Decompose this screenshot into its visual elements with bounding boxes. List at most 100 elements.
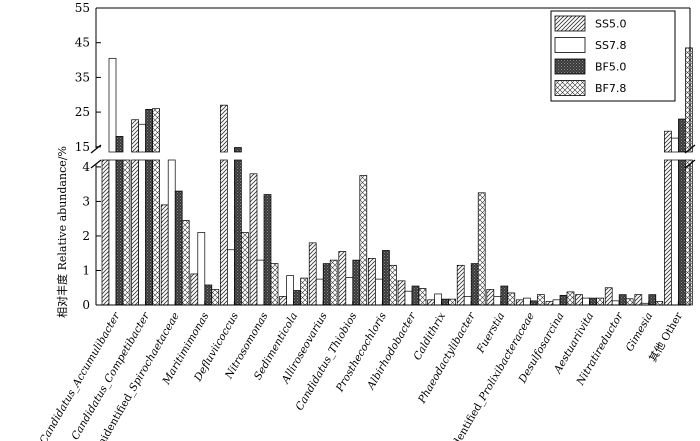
bar-BF5.0-19	[678, 159, 686, 306]
bar-SS5.0-14	[516, 299, 524, 306]
plot-upper-panel	[108, 47, 693, 153]
bar-BF5.0-15	[559, 294, 568, 306]
y-tick-label: 35	[75, 70, 90, 84]
bar-SS5.0-5	[249, 173, 258, 306]
bar-BF5.0-14	[530, 300, 538, 306]
bar-BF5.0-17	[618, 294, 627, 306]
bar-BF5.0-6	[293, 290, 301, 306]
bar-BF5.0-7	[322, 263, 331, 306]
bar-SS5.0-0	[101, 159, 110, 306]
bar-SS5.0-8	[338, 251, 347, 306]
bar-BF5.0-5	[263, 194, 272, 306]
bar-SS5.0-6	[279, 296, 287, 306]
y-tick-label: 3	[82, 194, 90, 208]
bar-SS7.8-12	[463, 296, 472, 306]
legend: SS5.0 SS7.8 BF5.0 BF7.8	[550, 10, 676, 102]
bar-SS5.0-2	[160, 204, 169, 306]
bar-SS5.0-17	[604, 287, 613, 306]
legend-label-BF5.0: BF5.0	[595, 61, 626, 74]
legend-swatch-BF5.0	[554, 58, 586, 75]
bar-SS5.0-11	[427, 299, 435, 306]
bar-BF5.0-3	[204, 284, 213, 306]
bar-BF5.0-0	[115, 159, 124, 306]
bar-BF7.8-13	[507, 292, 516, 306]
y-axis-label: 相对丰度 Relative abundance/%	[55, 146, 69, 318]
bar-upper-SS7.8-1	[138, 123, 146, 153]
bar-BF5.0-10	[411, 285, 420, 306]
bar-BF7.8-15	[566, 291, 575, 306]
y-tick-label: 2	[82, 229, 90, 243]
bar-SS5.0-10	[397, 280, 406, 306]
bar-BF7.8-3	[211, 289, 220, 306]
y-tick-label: 45	[75, 36, 90, 50]
bar-SS5.0-19	[664, 159, 672, 306]
bar-BF7.8-1	[152, 159, 160, 306]
legend-label-BF7.8: BF7.8	[595, 82, 626, 95]
bar-BF7.8-4	[241, 232, 249, 306]
bar-SS7.8-1	[138, 159, 146, 306]
bar-SS7.8-2	[167, 159, 176, 306]
bar-SS7.8-3	[197, 232, 206, 306]
bar-SS5.0-15	[545, 301, 554, 306]
bar-upper-BF5.0-1	[145, 108, 153, 153]
bar-SS5.0-7	[308, 242, 317, 306]
legend-swatch-BF7.8	[554, 80, 586, 96]
bar-SS5.0-13	[486, 289, 495, 306]
bar-SS7.8-11	[434, 293, 442, 306]
x-tick-label: Gimesia	[624, 311, 656, 354]
bar-SS7.8-19	[671, 159, 679, 306]
bar-SS5.0-18	[634, 294, 643, 306]
bar-SS7.8-16	[582, 297, 590, 306]
bar-upper-BF7.8-19	[685, 47, 693, 153]
bar-BF7.8-5	[270, 263, 279, 306]
axes: 0 1 2 3 4 15 25 35 45 55	[75, 1, 696, 312]
bar-upper-SS5.0-1	[131, 119, 139, 153]
bar-SS5.0-4	[220, 159, 228, 306]
bar-SS7.8-13	[493, 296, 502, 306]
bar-BF7.8-19	[685, 159, 693, 306]
y-tick-label: 15	[75, 140, 90, 154]
bar-upper-SS7.8-0	[108, 57, 117, 153]
y-tick-label: 55	[75, 1, 90, 15]
bar-BF7.8-2	[181, 220, 190, 306]
bar-BF5.0-12	[470, 263, 479, 306]
bar-BF7.8-11	[448, 298, 456, 306]
y-tick-label: 4	[82, 160, 90, 174]
legend-swatch-SS5.0	[554, 15, 586, 32]
legend-label-SS5.0: SS5.0	[595, 18, 626, 31]
bar-BF7.8-7	[329, 259, 338, 306]
bar-upper-BF7.8-1	[152, 108, 160, 153]
bar-BF5.0-9	[382, 250, 390, 306]
bar-SS5.0-16	[575, 294, 583, 306]
bar-BF7.8-16	[596, 297, 604, 306]
bar-SS7.8-8	[345, 277, 354, 306]
bar-BF5.0-16	[589, 297, 597, 306]
legend-swatch-SS7.8	[554, 37, 586, 53]
axis-break-mark	[90, 159, 102, 169]
axis-break-mark	[684, 159, 696, 169]
bar-SS7.8-4	[227, 249, 235, 306]
bar-SS5.0-3	[190, 273, 199, 306]
bar-upper-SS7.8-19	[671, 137, 679, 153]
x-tick-label: Phaeodactylibacter	[416, 310, 479, 407]
y-tick-label: 0	[82, 298, 90, 312]
bar-SS5.0-12	[456, 264, 465, 306]
bar-BF5.0-4	[234, 159, 242, 306]
bar-upper-SS5.0-19	[664, 130, 672, 153]
y-tick-label: 25	[75, 105, 90, 119]
bar-upper-SS5.0-4	[220, 104, 228, 153]
bar-BF5.0-2	[174, 190, 183, 306]
y-tick-label: 1	[82, 263, 90, 277]
bar-BF7.8-8	[359, 175, 368, 306]
bar-SS7.8-0	[108, 159, 117, 306]
bar-BF7.8-6	[300, 277, 308, 306]
legend-label-SS7.8: SS7.8	[595, 39, 626, 52]
plot-lower-panel	[101, 159, 693, 306]
bar-BF5.0-18	[648, 294, 657, 306]
bar-BF5.0-8	[352, 259, 361, 306]
bar-BF5.0-11	[441, 298, 449, 306]
category-labels: Candidatus_AccumulibacterCandidatus_Comp…	[37, 309, 685, 441]
x-tick-label: Fuerstia	[474, 311, 507, 356]
bar-SS5.0-9	[368, 258, 376, 306]
